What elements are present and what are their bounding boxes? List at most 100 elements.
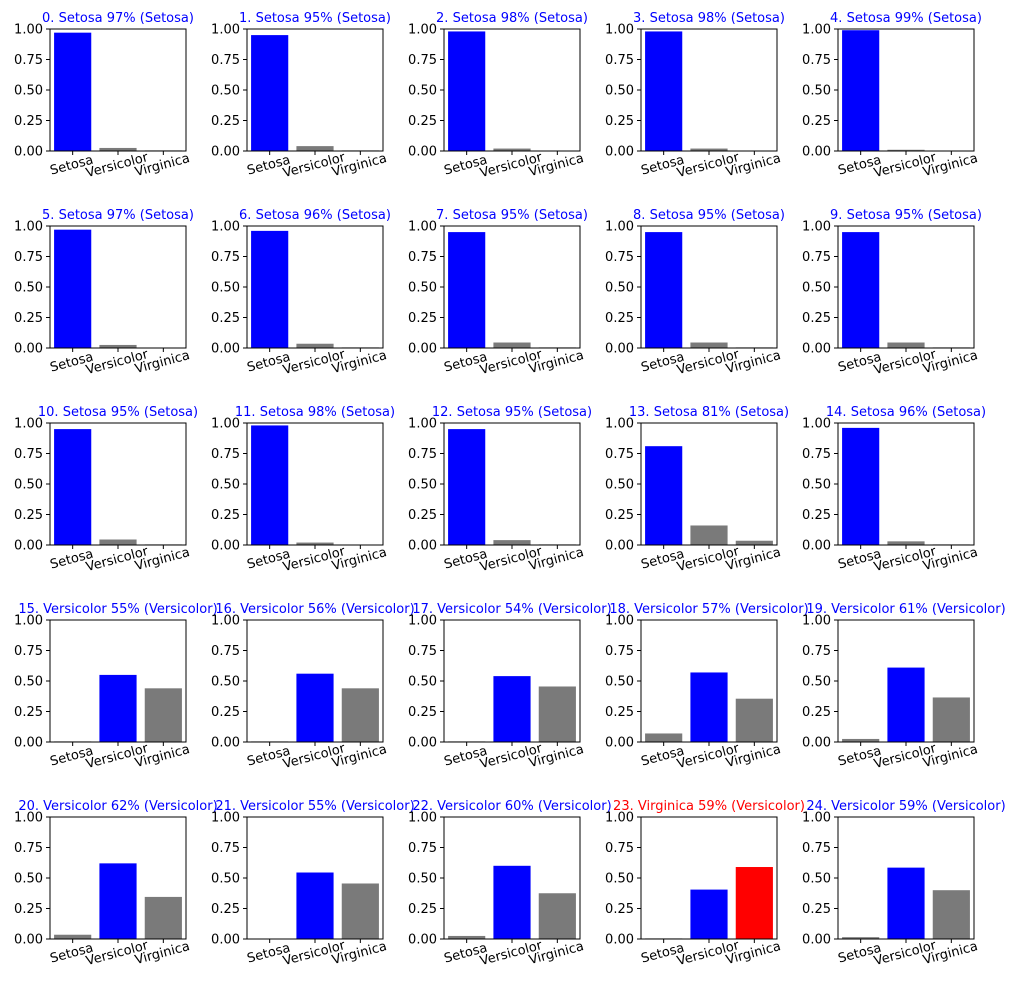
y-tick-label: 0.25 — [211, 705, 240, 720]
subplot-title: 3. Setosa 98% (Setosa) — [633, 11, 785, 26]
subplot-title: 14. Setosa 96% (Setosa) — [826, 405, 986, 420]
bar-versicolor — [493, 540, 531, 545]
y-tick-label: 0.50 — [605, 281, 634, 296]
y-tick-label: 0.50 — [14, 675, 43, 690]
y-tick-label: 0.50 — [802, 84, 831, 99]
subplot-18: 18. Versicolor 57% (Versicolor) 0.00 0.25 0… — [605, 602, 809, 772]
subplot-title: 18. Versicolor 57% (Versicolor) — [609, 602, 808, 617]
subplot-15: 15. Versicolor 55% (Versicolor) 0.00 0.25 0… — [14, 602, 218, 772]
y-tick-label: 1.00 — [14, 811, 43, 826]
bar-versicolor — [493, 342, 531, 348]
y-tick-label: 1.00 — [408, 220, 437, 235]
bar-versicolor — [296, 673, 334, 742]
bar-versicolor — [493, 865, 531, 939]
y-tick-label: 0.00 — [14, 342, 43, 357]
subplot-7: 7. Setosa 95% (Setosa) 0.00 0.25 0.50 0.75 1.… — [408, 208, 588, 378]
y-tick-label: 0.00 — [408, 342, 437, 357]
y-tick-label: 0.75 — [802, 447, 831, 462]
bar-virginica — [538, 686, 576, 742]
y-tick-label: 0.25 — [802, 705, 831, 720]
y-tick-label: 1.00 — [408, 417, 437, 432]
y-tick-label: 0.25 — [408, 508, 437, 523]
subplot-8: 8. Setosa 95% (Setosa) 0.00 0.25 0.50 0.75 1.… — [605, 208, 785, 378]
y-tick-label: 0.75 — [14, 841, 43, 856]
y-tick-label: 0.75 — [802, 250, 831, 265]
subplot-title: 22. Versicolor 60% (Versicolor) — [412, 799, 611, 814]
subplot-17: 17. Versicolor 54% (Versicolor) 0.00 0.25 0… — [408, 602, 612, 772]
y-tick-label: 1.00 — [408, 23, 437, 38]
y-tick-label: 0.50 — [211, 478, 240, 493]
y-tick-label: 1.00 — [14, 614, 43, 629]
y-tick-label: 0.25 — [211, 114, 240, 129]
y-tick-label: 0.50 — [211, 281, 240, 296]
bar-setosa — [54, 429, 92, 545]
y-tick-label: 0.75 — [211, 250, 240, 265]
y-tick-label: 1.00 — [14, 417, 43, 432]
bar-versicolor — [99, 863, 137, 939]
y-tick-label: 0.75 — [605, 644, 634, 659]
y-tick-label: 0.25 — [408, 705, 437, 720]
subplot-20: 20. Versicolor 62% (Versicolor) 0.00 0.25 0… — [14, 799, 218, 969]
subplot-title: 12. Setosa 95% (Setosa) — [432, 405, 592, 420]
y-tick-label: 1.00 — [408, 811, 437, 826]
y-tick-label: 0.75 — [408, 53, 437, 68]
bar-virginica — [341, 688, 379, 742]
y-tick-label: 0.00 — [211, 933, 240, 948]
bar-versicolor — [690, 342, 728, 348]
y-tick-label: 0.50 — [14, 478, 43, 493]
y-tick-label: 1.00 — [605, 23, 634, 38]
y-tick-label: 0.50 — [408, 675, 437, 690]
y-tick-label: 0.75 — [605, 841, 634, 856]
bar-versicolor — [887, 541, 925, 545]
bar-setosa — [645, 31, 683, 151]
bar-virginica — [538, 893, 576, 939]
bar-versicolor — [690, 889, 728, 939]
subplot-12: 12. Setosa 95% (Setosa) 0.00 0.25 0.50 0.75 1… — [408, 405, 592, 575]
bar-virginica — [341, 883, 379, 939]
y-tick-label: 1.00 — [605, 220, 634, 235]
y-tick-label: 1.00 — [14, 23, 43, 38]
bar-virginica — [735, 540, 773, 545]
y-tick-label: 0.75 — [605, 250, 634, 265]
y-tick-label: 0.75 — [211, 644, 240, 659]
y-tick-label: 1.00 — [211, 811, 240, 826]
subplot-title: 6. Setosa 96% (Setosa) — [239, 208, 391, 223]
subplot-0: 0. Setosa 97% (Setosa) 0.00 0.25 0.50 0.75 1.… — [14, 11, 194, 181]
bar-setosa — [842, 427, 880, 545]
bar-setosa — [448, 935, 486, 939]
subplot-title: 5. Setosa 97% (Setosa) — [42, 208, 194, 223]
bar-setosa — [645, 232, 683, 348]
subplot-title: 17. Versicolor 54% (Versicolor) — [412, 602, 611, 617]
subplot-21: 21. Versicolor 55% (Versicolor) 0.00 0.25 0… — [211, 799, 415, 969]
y-tick-label: 0.00 — [408, 933, 437, 948]
y-tick-label: 0.50 — [211, 84, 240, 99]
y-tick-label: 1.00 — [802, 417, 831, 432]
y-tick-label: 0.75 — [14, 53, 43, 68]
bar-setosa — [645, 733, 683, 742]
y-tick-label: 1.00 — [802, 220, 831, 235]
y-tick-label: 0.25 — [14, 114, 43, 129]
y-tick-label: 0.50 — [14, 281, 43, 296]
y-tick-label: 1.00 — [14, 220, 43, 235]
bar-setosa — [448, 31, 486, 151]
y-tick-label: 0.75 — [802, 841, 831, 856]
y-tick-label: 0.25 — [408, 311, 437, 326]
subplot-1: 1. Setosa 95% (Setosa) 0.00 0.25 0.50 0.75 1.… — [211, 11, 391, 181]
y-tick-label: 0.50 — [605, 84, 634, 99]
bar-versicolor — [99, 539, 137, 545]
bar-versicolor — [887, 342, 925, 348]
y-tick-label: 1.00 — [211, 23, 240, 38]
y-tick-label: 0.00 — [14, 145, 43, 160]
bar-virginica — [932, 890, 970, 939]
y-tick-label: 0.75 — [408, 841, 437, 856]
subplot-title: 2. Setosa 98% (Setosa) — [436, 11, 588, 26]
bar-virginica — [144, 896, 182, 939]
subplot-9: 9. Setosa 95% (Setosa) 0.00 0.25 0.50 0.75 1.… — [802, 208, 982, 378]
subplot-22: 22. Versicolor 60% (Versicolor) 0.00 0.25 0… — [408, 799, 612, 969]
y-tick-label: 0.75 — [802, 644, 831, 659]
subplot-title: 9. Setosa 95% (Setosa) — [830, 208, 982, 223]
bar-setosa — [842, 232, 880, 348]
y-tick-label: 0.75 — [408, 644, 437, 659]
subplot-title: 8. Setosa 95% (Setosa) — [633, 208, 785, 223]
